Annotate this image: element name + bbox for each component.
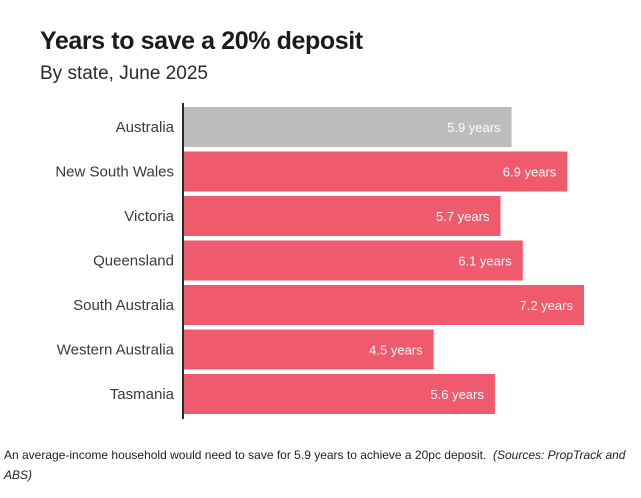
value-label: 6.9 years: [503, 165, 557, 180]
value-label: 4.5 years: [369, 343, 423, 358]
bar-victoria: [183, 196, 501, 236]
bar-western-australia: [183, 329, 434, 370]
category-label: New South Wales: [55, 164, 174, 181]
value-label: 5.9 years: [447, 120, 501, 135]
value-label: 6.1 years: [458, 254, 512, 269]
category-label: Tasmania: [110, 386, 175, 403]
value-label: 5.7 years: [436, 209, 490, 224]
bars-group: Australia 5.9 years New South Wales 6.9 yea…: [55, 107, 584, 414]
bar-chart: Australia 5.9 years New South Wales 6.9 yea…: [55, 103, 584, 419]
category-label: South Australia: [73, 297, 175, 314]
chart-subtitle: By state, June 2025: [40, 63, 208, 84]
bar-australia: [183, 107, 512, 147]
bar-tasmania: [183, 374, 495, 414]
category-label: Queensland: [93, 253, 174, 270]
caption: An average-income household would need t…: [4, 445, 634, 485]
category-label: Western Australia: [57, 342, 175, 359]
bar-queensland: [183, 240, 523, 281]
caption-source: (Sources: PropTrack and ABS): [4, 448, 626, 482]
category-label: Australia: [116, 119, 175, 136]
value-label: 5.6 years: [430, 387, 484, 402]
value-label: 7.2 years: [520, 298, 574, 313]
caption-text: An average-income household would need t…: [4, 448, 487, 462]
bar-south-australia: [183, 285, 584, 325]
chart-title: Years to save a 20% deposit: [40, 27, 363, 55]
bar-new-south-wales: [183, 151, 568, 192]
category-label: Victoria: [124, 208, 174, 225]
